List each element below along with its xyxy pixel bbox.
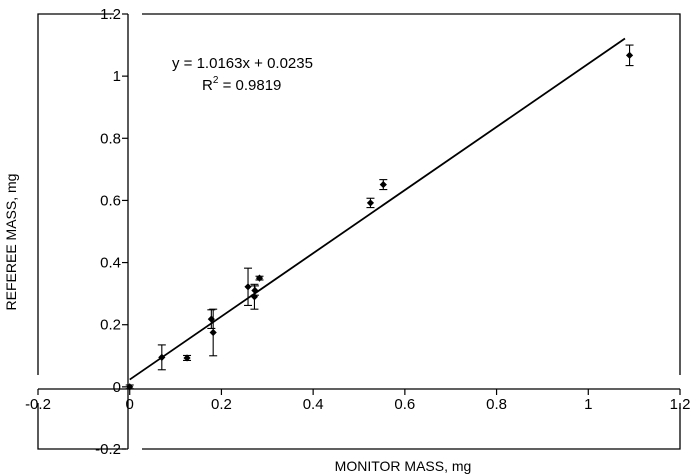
r-squared-superscript: 2 <box>213 75 219 86</box>
data-point <box>126 383 134 391</box>
x-tick-label: 1.2 <box>670 396 691 413</box>
x-tick-label: 1 <box>584 396 592 413</box>
error-bars <box>125 44 634 390</box>
y-tick-label: 0.4 <box>100 255 121 272</box>
data-point <box>251 286 259 295</box>
axes <box>38 14 680 449</box>
y-axis-title: REFEREE MASS, mg <box>3 174 19 311</box>
y-tick-label: 1.2 <box>100 6 121 23</box>
x-axis-title: MONITOR MASS, mg <box>335 458 472 474</box>
x-tick-label: 0.8 <box>486 396 507 413</box>
tick-marks <box>37 13 681 450</box>
data-point <box>625 51 634 59</box>
data-point <box>250 293 259 301</box>
frame-top-right <box>142 13 681 375</box>
x-tick-label: 0 <box>126 396 134 413</box>
x-tick-label: 0.2 <box>211 396 232 413</box>
y-tick-label: 0 <box>113 379 121 396</box>
r-squared-base: R <box>202 77 213 94</box>
x-tick-label: 0.4 <box>303 396 324 413</box>
frame-bottom-right <box>142 403 681 450</box>
frame-top-left <box>37 13 114 375</box>
trendline-group <box>129 37 626 381</box>
y-tick-label: 0.2 <box>100 317 121 334</box>
plot-frame <box>37 13 681 450</box>
data-points <box>126 51 634 391</box>
data-point <box>158 353 166 361</box>
frame-bottom-left <box>37 403 126 450</box>
trendline <box>129 37 626 381</box>
y-tick-label: 0.6 <box>100 192 121 209</box>
x-tick-label: 0.6 <box>394 396 415 413</box>
data-point <box>366 199 375 207</box>
data-point <box>244 283 252 291</box>
regression-equation: y = 1.0163x + 0.0235 <box>172 55 313 72</box>
data-point <box>255 274 264 282</box>
data-point <box>379 180 387 189</box>
y-tick-label: -0.2 <box>95 441 121 458</box>
y-tick-label: 0.8 <box>100 130 121 147</box>
r-squared-label: R2 = 0.9819 <box>202 75 281 94</box>
data-point <box>209 328 217 337</box>
tick-labels: -0.2 0 0.2 0.4 0.6 0.8 1 1.2 -0.2 0 0.2 0.4 0.6 0.8 1 1… <box>25 6 690 458</box>
y-tick-label: 1 <box>113 68 121 85</box>
data-point <box>183 354 191 362</box>
x-tick-label: -0.2 <box>25 396 51 413</box>
r-squared-value: = 0.9819 <box>218 77 281 94</box>
data-point <box>207 315 215 323</box>
